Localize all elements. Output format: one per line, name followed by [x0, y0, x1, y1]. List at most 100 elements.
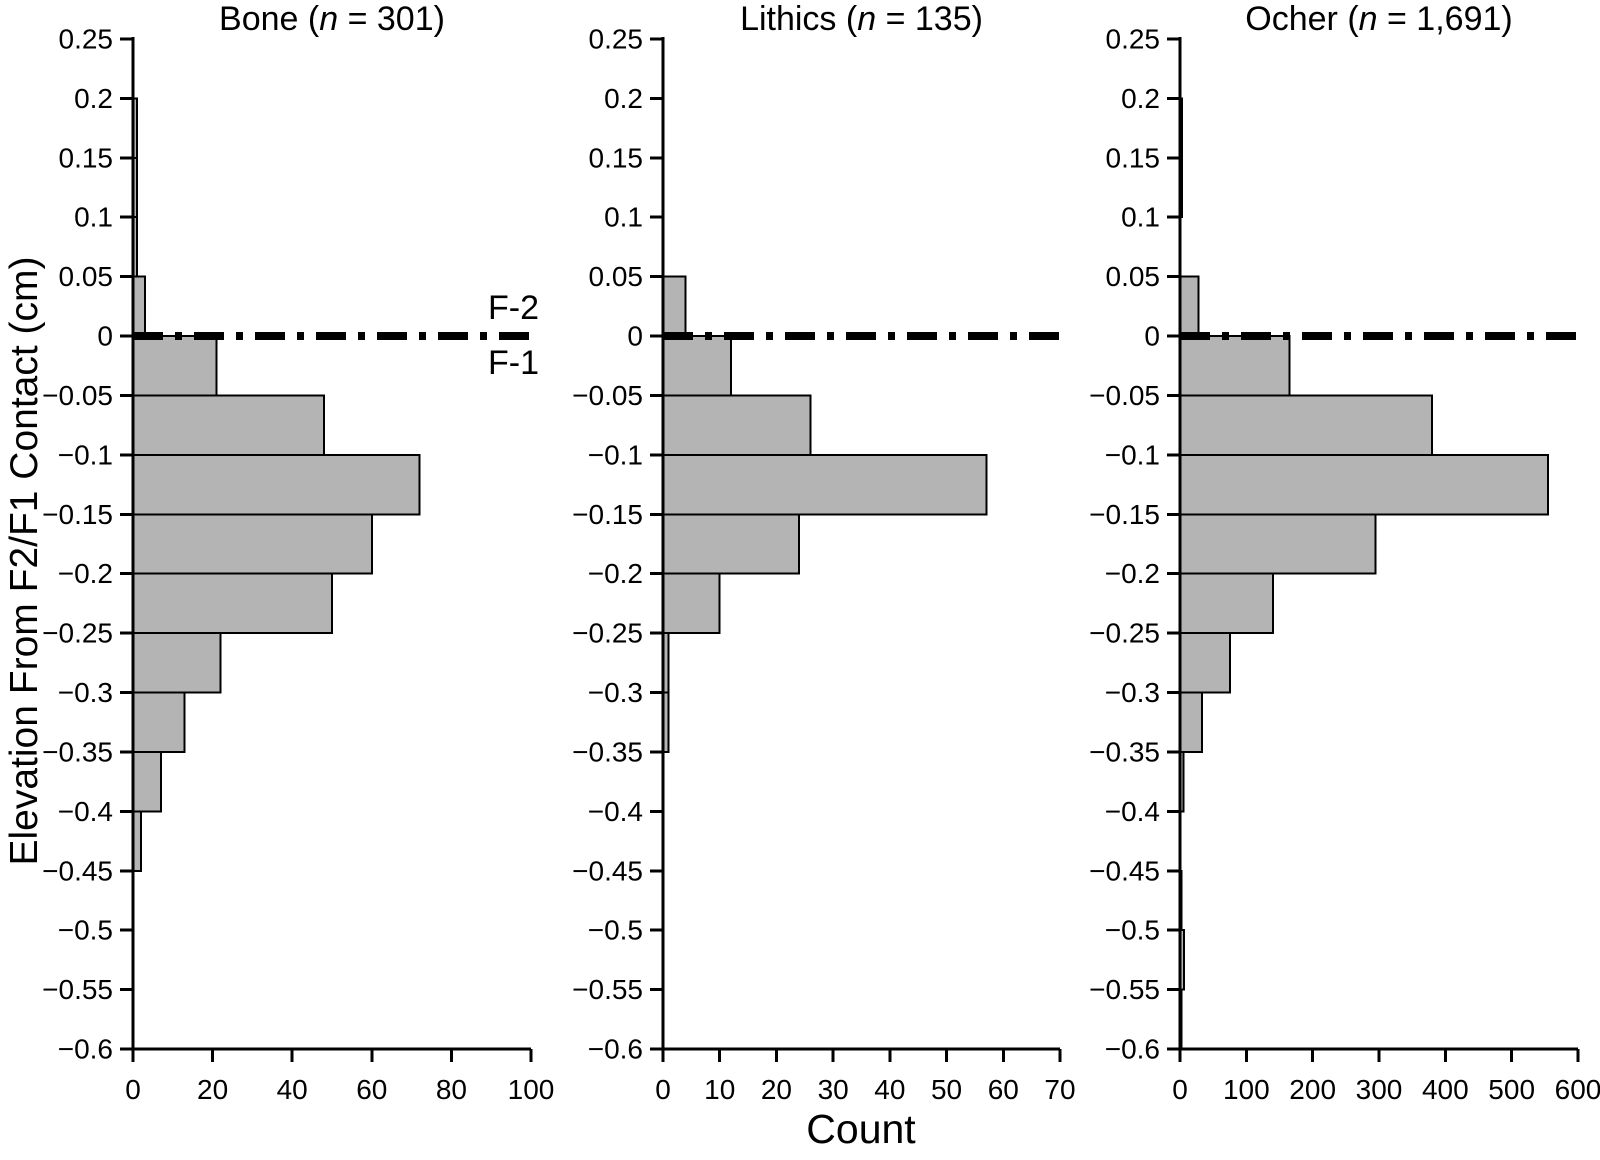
stratum-label-f1: F-1: [488, 344, 539, 382]
y-tick-label: −0.15: [42, 499, 113, 530]
y-tick-label: 0.05: [59, 261, 114, 292]
y-tick-label: 0.1: [74, 202, 113, 233]
y-tick-label: 0: [1144, 321, 1160, 352]
y-tick-label: 0.25: [1106, 24, 1161, 55]
histogram-bar: [662, 513, 801, 575]
y-tick-label: −0.35: [572, 736, 643, 767]
y-tick-label: −0.1: [588, 439, 643, 470]
panel-ocher: 0.25 0.2 0.15 0.1 0.05 0 −0.05 −0.1 −0.15 −0.2 −0.…: [1089, 0, 1600, 1105]
y-tick-label: −0.05: [42, 380, 113, 411]
histogram-bar: [662, 394, 812, 456]
y-tick-label: 0.2: [74, 83, 113, 114]
x-tick-label: 80: [436, 1074, 467, 1105]
y-tick-label: −0.15: [1089, 499, 1160, 530]
stratum-label-f2: F-2: [488, 289, 539, 327]
y-tick-label: −0.05: [1089, 380, 1160, 411]
y-tick-label: −0.2: [58, 558, 113, 589]
panel-title: Bone (n = 301): [219, 0, 445, 38]
y-tick-label: −0.6: [588, 1034, 643, 1065]
y-tick-label: −0.1: [58, 439, 113, 470]
histogram-bar: [132, 453, 421, 516]
histogram-bar: [132, 632, 222, 694]
y-tick-label: −0.5: [58, 915, 113, 946]
y-tick-label: −0.4: [58, 796, 113, 827]
y-tick-label: −0.5: [1105, 915, 1160, 946]
y-tick-label: −0.4: [588, 796, 643, 827]
y-tick-label: 0.1: [604, 202, 643, 233]
y-tick-label: −0.2: [588, 558, 643, 589]
x-tick-label: 100: [1223, 1074, 1270, 1105]
y-tick-label: 0.25: [589, 24, 644, 55]
x-tick-label: 20: [761, 1074, 792, 1105]
histogram-bar: [132, 275, 146, 338]
y-tick-label: −0.35: [1089, 736, 1160, 767]
histogram-bar: [1179, 632, 1231, 694]
y-tick-label: 0.05: [1106, 261, 1161, 292]
histogram-bar: [1179, 691, 1203, 753]
histogram-bar: [662, 453, 988, 516]
x-tick-label: 40: [874, 1074, 905, 1105]
histogram-bar: [132, 394, 326, 456]
y-tick-label: −0.5: [588, 915, 643, 946]
x-tick-label: 30: [818, 1074, 849, 1105]
y-tick-label: 0.05: [589, 261, 644, 292]
y-tick-label: −0.4: [1105, 796, 1160, 827]
panel-bone: 0.25 0.2 0.15 0.1 0.05 0 −0.05 −0.1 −0.15 −0.2 −0.…: [42, 0, 554, 1105]
x-tick-label: 0: [655, 1074, 671, 1105]
y-tick-label: −0.35: [42, 736, 113, 767]
y-tick-label: 0.15: [1106, 142, 1161, 173]
y-tick-label: −0.05: [572, 380, 643, 411]
y-tick-label: −0.45: [42, 855, 113, 886]
x-tick-label: 0: [1172, 1074, 1188, 1105]
x-tick-label: 300: [1356, 1074, 1403, 1105]
x-tick-label: 500: [1488, 1074, 1535, 1105]
x-tick-label: 70: [1044, 1074, 1075, 1105]
x-tick-label: 10: [704, 1074, 735, 1105]
histogram-bar: [132, 572, 333, 635]
x-tick-label: 100: [508, 1074, 555, 1105]
x-tick-label: 200: [1289, 1074, 1336, 1105]
y-axis-title: Elevation From F2/F1 Contact (cm): [3, 256, 46, 866]
y-tick-label: 0.15: [589, 142, 644, 173]
y-tick-label: −0.6: [58, 1034, 113, 1065]
histogram-bar: [1179, 275, 1200, 338]
x-tick-label: 60: [356, 1074, 387, 1105]
y-tick-label: −0.45: [1089, 855, 1160, 886]
histogram-bar: [1179, 453, 1550, 516]
histogram-bar: [132, 513, 373, 575]
y-tick-label: −0.55: [1089, 974, 1160, 1005]
histogram-bar: [662, 275, 687, 338]
y-tick-label: −0.3: [1105, 677, 1160, 708]
y-tick-label: −0.25: [572, 618, 643, 649]
y-tick-label: −0.3: [588, 677, 643, 708]
y-tick-label: −0.55: [42, 974, 113, 1005]
histogram-bar: [1179, 335, 1291, 397]
histogram-bar: [132, 335, 218, 397]
y-tick-label: −0.25: [1089, 618, 1160, 649]
histogram-bar: [132, 691, 186, 753]
histogram-bar: [662, 572, 721, 635]
panel-lithics: 0.25 0.2 0.15 0.1 0.05 0 −0.05 −0.1 −0.15 −0.2 −0.…: [572, 0, 1075, 1105]
histogram-bar: [132, 750, 162, 813]
x-tick-label: 0: [125, 1074, 141, 1105]
y-tick-label: −0.55: [572, 974, 643, 1005]
x-tick-label: 600: [1555, 1074, 1600, 1105]
y-tick-label: −0.45: [572, 855, 643, 886]
histogram-bar: [1179, 394, 1434, 456]
histogram-bar: [662, 335, 733, 397]
histogram-bar: [1179, 572, 1274, 635]
y-tick-label: −0.15: [572, 499, 643, 530]
y-tick-label: −0.1: [1105, 439, 1160, 470]
x-tick-label: 40: [277, 1074, 308, 1105]
y-tick-label: −0.6: [1105, 1034, 1160, 1065]
y-tick-label: 0.1: [1121, 202, 1160, 233]
y-tick-label: 0.2: [1121, 83, 1160, 114]
y-tick-label: 0.2: [604, 83, 643, 114]
y-tick-label: 0: [627, 321, 643, 352]
y-tick-label: −0.2: [1105, 558, 1160, 589]
x-tick-label: 400: [1422, 1074, 1469, 1105]
x-tick-label: 50: [931, 1074, 962, 1105]
y-tick-label: 0.15: [59, 142, 114, 173]
x-tick-label: 60: [988, 1074, 1019, 1105]
